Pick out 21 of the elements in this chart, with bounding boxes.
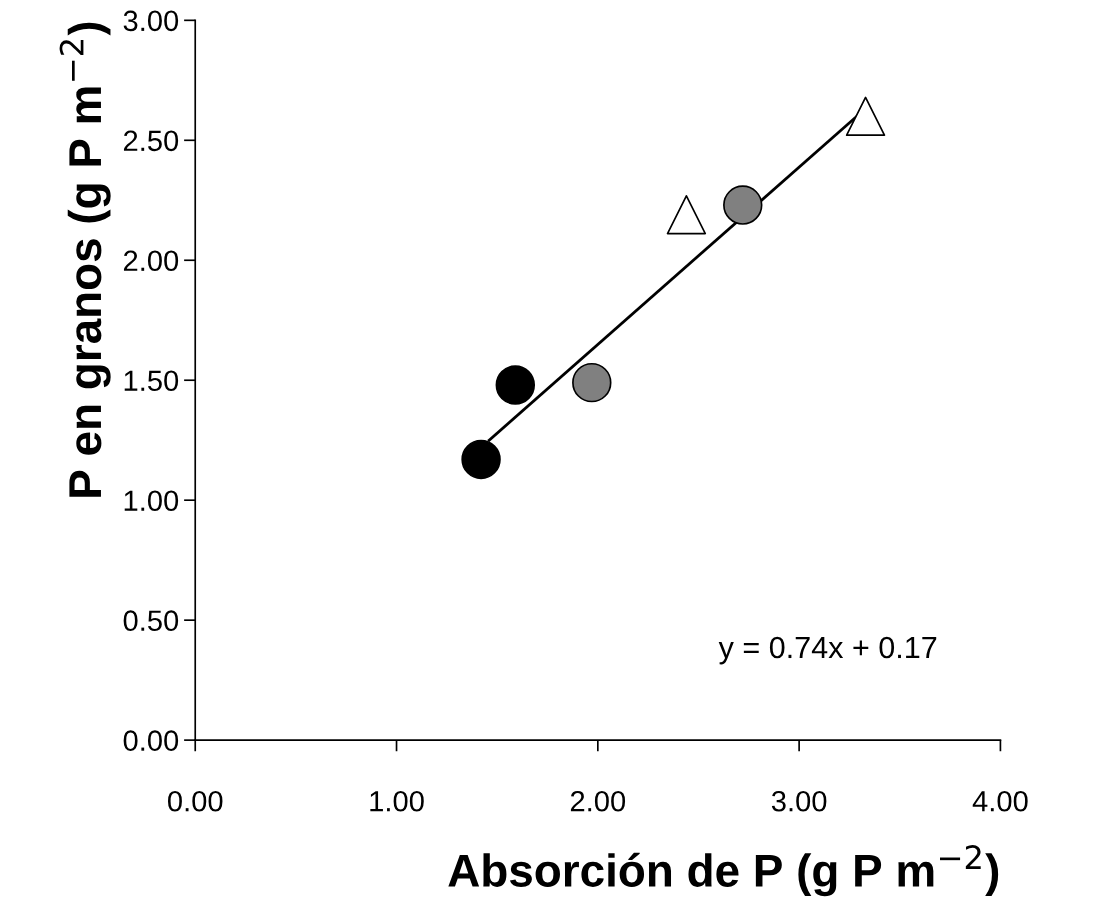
x-tick-label: 2.00 bbox=[570, 790, 626, 812]
point bbox=[666, 194, 707, 235]
y-tick-label: 1.50 bbox=[124, 370, 179, 392]
x-tick-label: 4.00 bbox=[972, 790, 1028, 812]
x-tick-label: 1.00 bbox=[370, 790, 424, 812]
y-tick-label: 3.00 bbox=[123, 10, 179, 32]
y-tick-label: 2.00 bbox=[123, 250, 179, 272]
point bbox=[572, 362, 612, 403]
y-axis-title: P en granos (g P m$^{−2}$) bbox=[59, 22, 111, 497]
point bbox=[495, 365, 536, 405]
point bbox=[723, 185, 763, 225]
point bbox=[461, 439, 501, 480]
x-tick-label: 3.00 bbox=[771, 790, 827, 812]
y-tick-label: 0.50 bbox=[123, 610, 179, 632]
x-tick-label: 0.00 bbox=[167, 790, 223, 812]
x-axis-title: Absorción de P (g P m$^{−2}$) bbox=[448, 845, 999, 897]
annotation: y = 0.74x + 0.17 bbox=[718, 636, 937, 665]
y-tick-label: 2.50 bbox=[123, 130, 179, 152]
point bbox=[845, 96, 886, 137]
y-tick-label: 0.00 bbox=[123, 730, 179, 751]
y-tick-label: 1.00 bbox=[124, 490, 179, 512]
